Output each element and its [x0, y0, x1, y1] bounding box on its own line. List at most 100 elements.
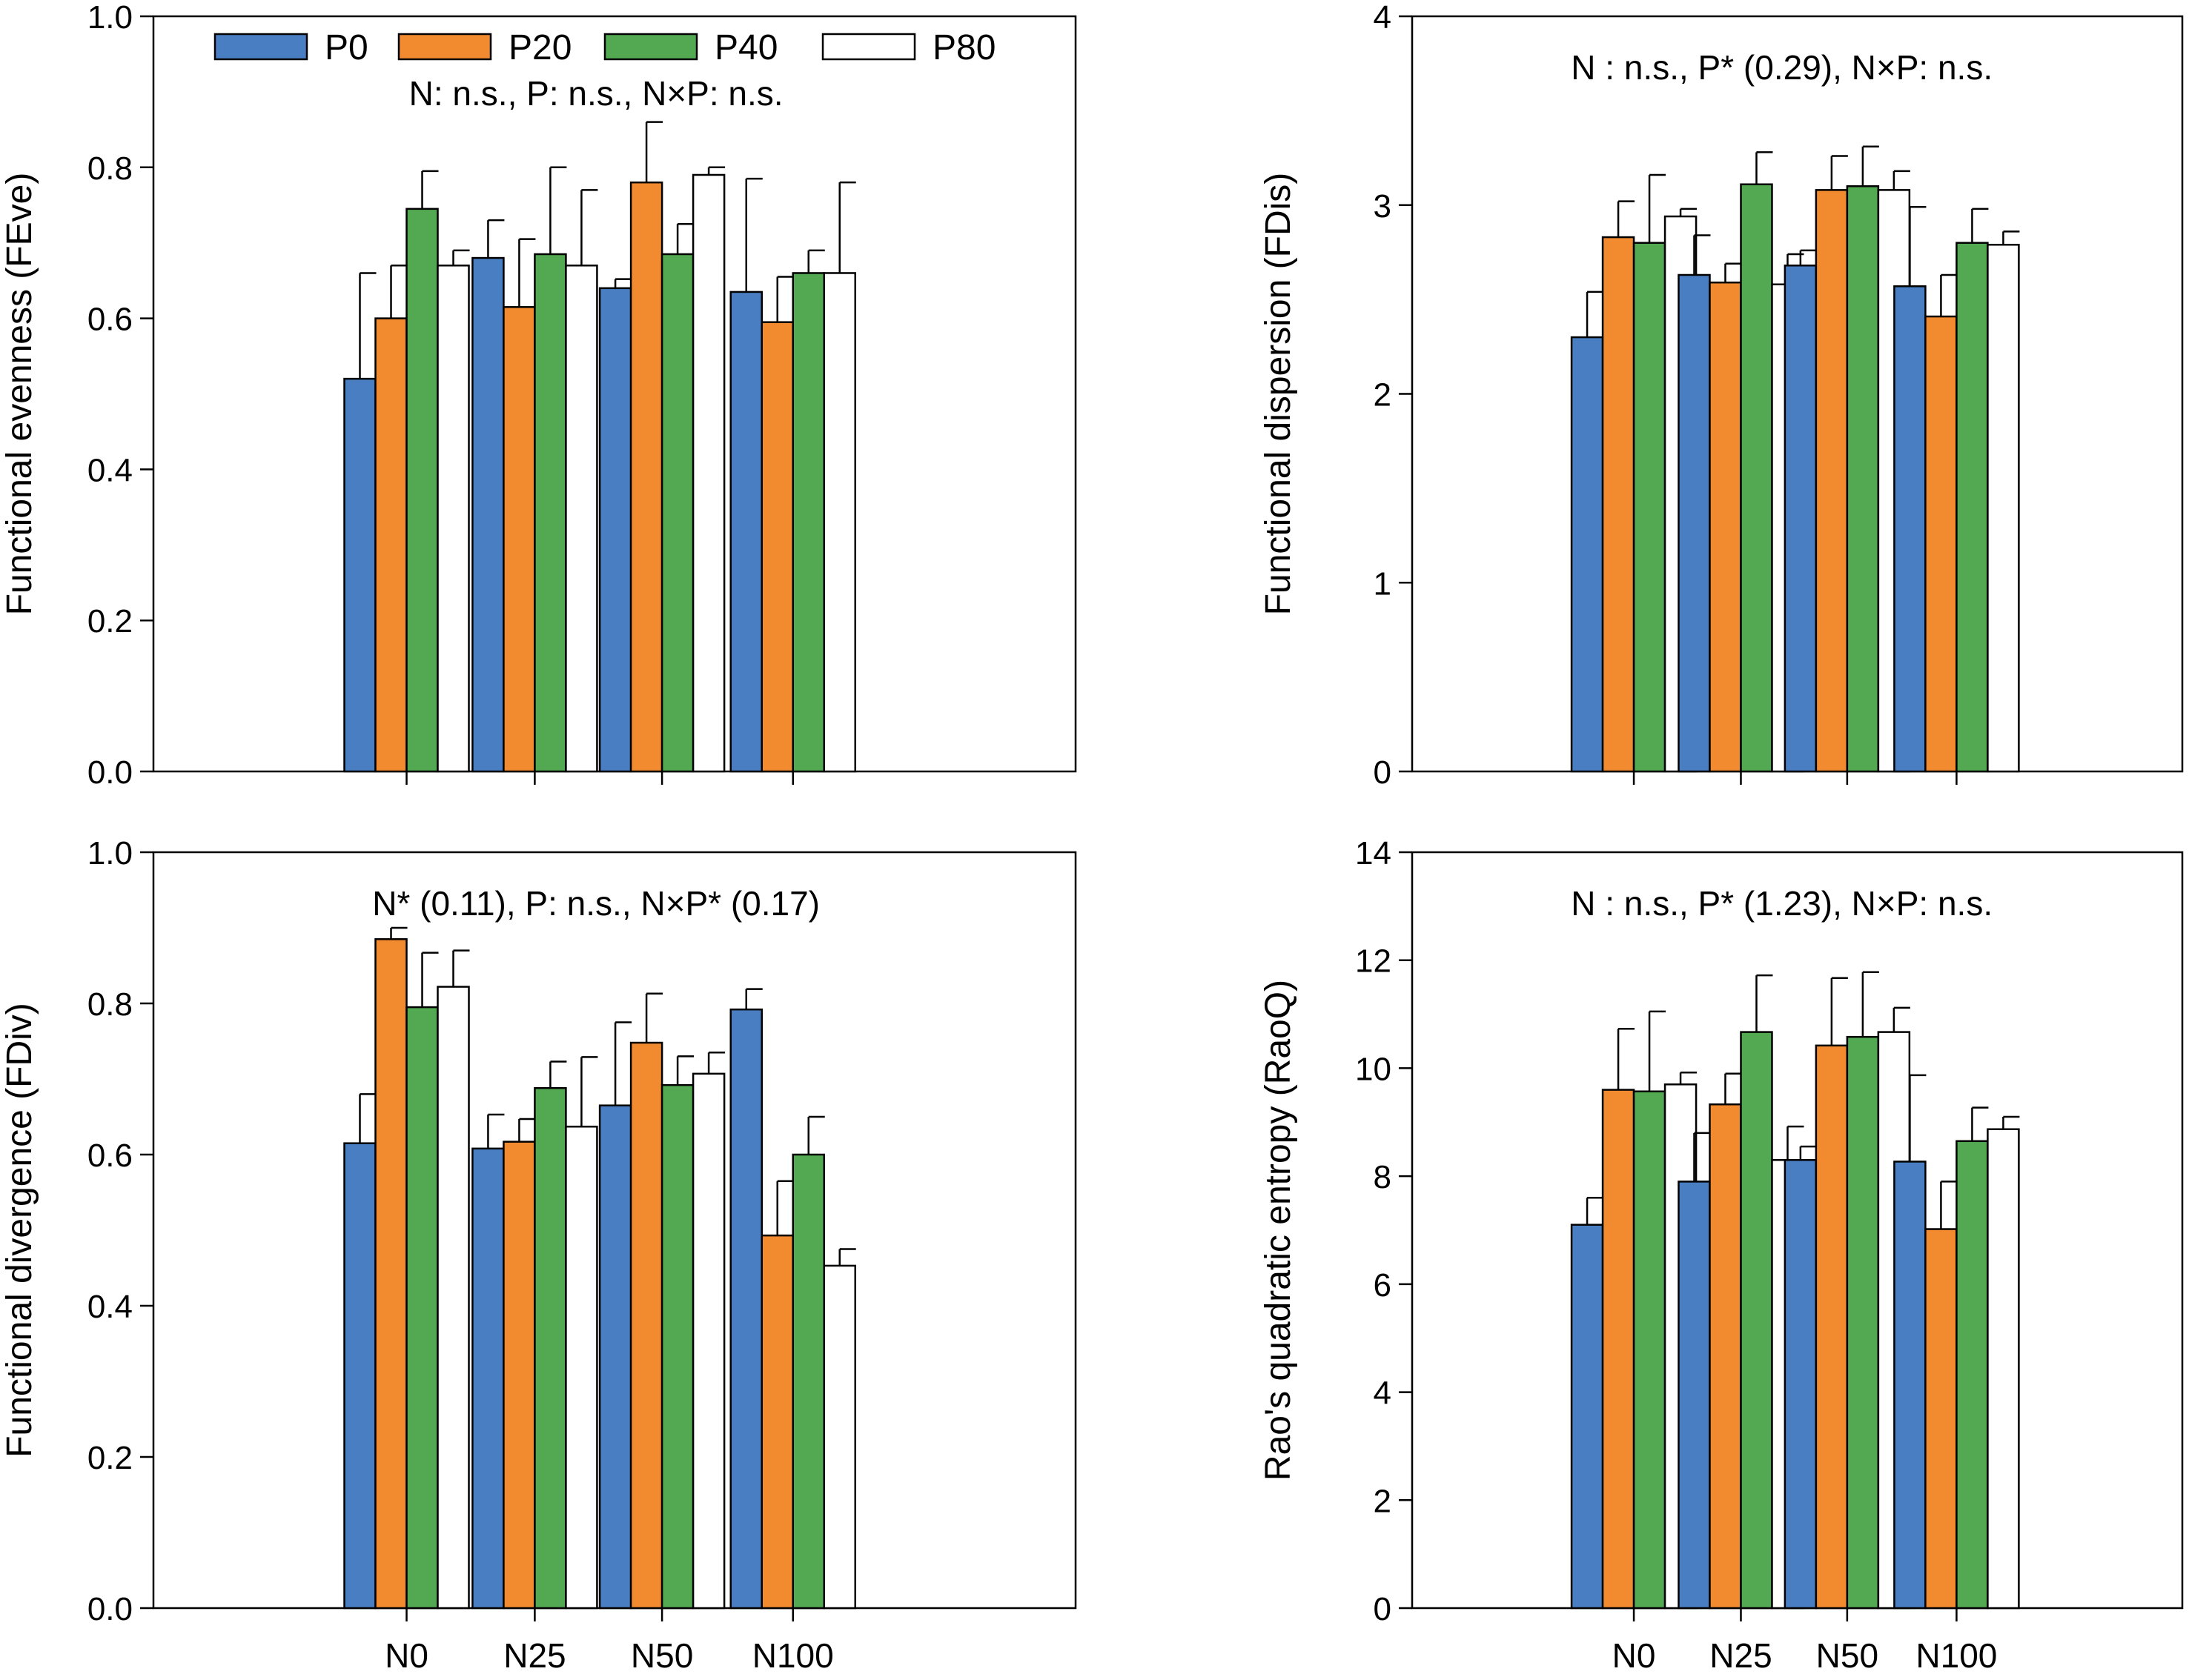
bar-P40-N25 — [534, 1086, 567, 1610]
bar-P40-N0 — [1632, 242, 1666, 773]
bar-P80-N25 — [565, 1126, 598, 1610]
bar-group-N100 — [729, 988, 856, 1610]
bar-P0-N50 — [1784, 265, 1818, 773]
y-tick-label: 1.0 — [87, 835, 133, 871]
bar-P40-N50 — [660, 253, 695, 773]
bar-P0-N50 — [598, 287, 632, 773]
panel-top-left: 0.0 0.2 0.4 0.6 0.8 1.0 Functional evenness (F… — [0, 0, 1077, 791]
x-tick-label: N25 — [503, 1636, 566, 1675]
bar-P20-N0 — [374, 938, 408, 1610]
y-tick-label: 8 — [1374, 1159, 1391, 1195]
bar-P0-N0 — [1570, 336, 1604, 773]
bar-group-N100 — [729, 177, 856, 773]
x-tick-label: N50 — [631, 1636, 693, 1675]
bar-P80-N100 — [1987, 243, 2020, 773]
y-tick-label: 0.2 — [87, 603, 133, 640]
y-tick-label: 0.6 — [87, 302, 133, 338]
bar-P40-N25 — [1740, 1031, 1773, 1610]
y-axis-label: Rao's quadratic entropy (RaoQ) — [1259, 980, 1298, 1481]
bar-P20-N0 — [1601, 1089, 1635, 1610]
y-tick-label: 0.4 — [87, 452, 133, 488]
x-tick-label: N100 — [1915, 1636, 1997, 1675]
bar-P0-N0 — [343, 377, 377, 773]
legend: P0 P20 P40 P80 — [213, 28, 996, 67]
bar-P20-N50 — [1815, 189, 1849, 773]
y-tick-label: 0.8 — [87, 986, 133, 1023]
bar-P40-N25 — [1740, 183, 1773, 773]
bar-P0-N50 — [598, 1104, 632, 1610]
bar-P40-N25 — [534, 253, 567, 773]
bar-P20-N25 — [503, 1141, 536, 1610]
panel-bottom-left: 0.0 0.2 0.4 0.6 0.8 1.0 Functional divergence … — [0, 835, 1077, 1675]
bar-P40-N100 — [1955, 1140, 1989, 1610]
y-axis-label: Functional evenness (FEve) — [0, 173, 39, 616]
bar-P20-N50 — [629, 181, 663, 773]
bar-P40-N50 — [1846, 1035, 1880, 1610]
bar-P40-N100 — [792, 272, 825, 773]
bar-P20-N25 — [503, 306, 536, 773]
x-tick-label: N0 — [385, 1636, 428, 1675]
bar-group-N0 — [343, 170, 470, 773]
bar-P40-N0 — [405, 207, 439, 773]
bar-P0-N100 — [729, 290, 763, 773]
bar-group-N100 — [1893, 206, 2020, 773]
bar-P80-N100 — [823, 272, 856, 773]
bar-P80-N0 — [437, 265, 470, 773]
bar-P40-N100 — [792, 1153, 825, 1610]
bar-group-N50 — [1784, 971, 1911, 1610]
y-tick-label: 0.2 — [87, 1440, 133, 1476]
bar-P0-N0 — [343, 1142, 377, 1610]
y-tick-label: 0.0 — [87, 1591, 133, 1627]
bar-P0-N25 — [471, 256, 505, 773]
x-tick-label: N50 — [1816, 1636, 1878, 1675]
y-tick-label: 4 — [1374, 1375, 1391, 1412]
y-tick-label: 3 — [1374, 188, 1391, 225]
x-tick-label: N25 — [1709, 1636, 1772, 1675]
bar-P40-N0 — [1632, 1090, 1666, 1610]
stats-annotation: N* (0.11), P: n.s., N×P* (0.17) — [372, 884, 820, 923]
panel-top-right: 0 1 2 3 4 Functional dispersion (FDis) N : n.s… — [1259, 0, 2184, 791]
bar-group-N25 — [471, 166, 598, 773]
bar-P20-N100 — [1924, 1228, 1958, 1610]
bar-P40-N50 — [1846, 185, 1880, 773]
bar-P0-N25 — [1678, 273, 1711, 773]
legend-swatch-P20 — [397, 33, 492, 61]
stats-annotation: N : n.s., P* (1.23), N×P: n.s. — [1571, 884, 1993, 923]
bar-P0-N100 — [1893, 285, 1927, 773]
bar-P40-N0 — [405, 1006, 439, 1610]
stats-annotation: N: n.s., P: n.s., N×P: n.s. — [409, 74, 784, 113]
bar-P0-N25 — [1678, 1181, 1711, 1610]
y-tick-label: 0 — [1374, 754, 1391, 791]
bar-group-N50 — [1784, 145, 1911, 773]
bar-P80-N100 — [1987, 1128, 2020, 1610]
y-tick-label: 14 — [1355, 835, 1391, 871]
legend-swatch-P80 — [821, 33, 916, 61]
bar-P20-N0 — [1601, 236, 1635, 773]
bar-P20-N50 — [1815, 1044, 1849, 1610]
y-tick-label: 1.0 — [87, 0, 133, 36]
legend-label-P0: P0 — [325, 28, 368, 67]
y-tick-label: 0 — [1374, 1591, 1391, 1627]
bar-group-N0 — [343, 926, 470, 1610]
y-tick-label: 0.4 — [87, 1289, 133, 1325]
bar-P20-N0 — [374, 317, 408, 773]
bar-P20-N100 — [761, 1234, 794, 1610]
bar-group-N25 — [471, 1056, 598, 1610]
bar-P0-N25 — [471, 1147, 505, 1610]
bar-P20-N50 — [629, 1041, 663, 1610]
y-tick-label: 4 — [1374, 0, 1391, 36]
bar-group-N0 — [1570, 1010, 1698, 1610]
legend-swatch-P40 — [603, 33, 698, 61]
bar-P40-N100 — [1955, 242, 1989, 773]
y-tick-label: 0.0 — [87, 754, 133, 791]
y-tick-label: 2 — [1374, 1483, 1391, 1519]
stats-annotation: N : n.s., P* (0.29), N×P: n.s. — [1571, 48, 1993, 87]
x-tick-label: N100 — [752, 1636, 834, 1675]
bar-P80-N0 — [437, 986, 470, 1610]
y-tick-label: 1 — [1374, 565, 1391, 602]
legend-label-P80: P80 — [933, 28, 996, 67]
bar-P20-N25 — [1709, 1103, 1742, 1610]
bar-P0-N100 — [729, 1008, 763, 1610]
